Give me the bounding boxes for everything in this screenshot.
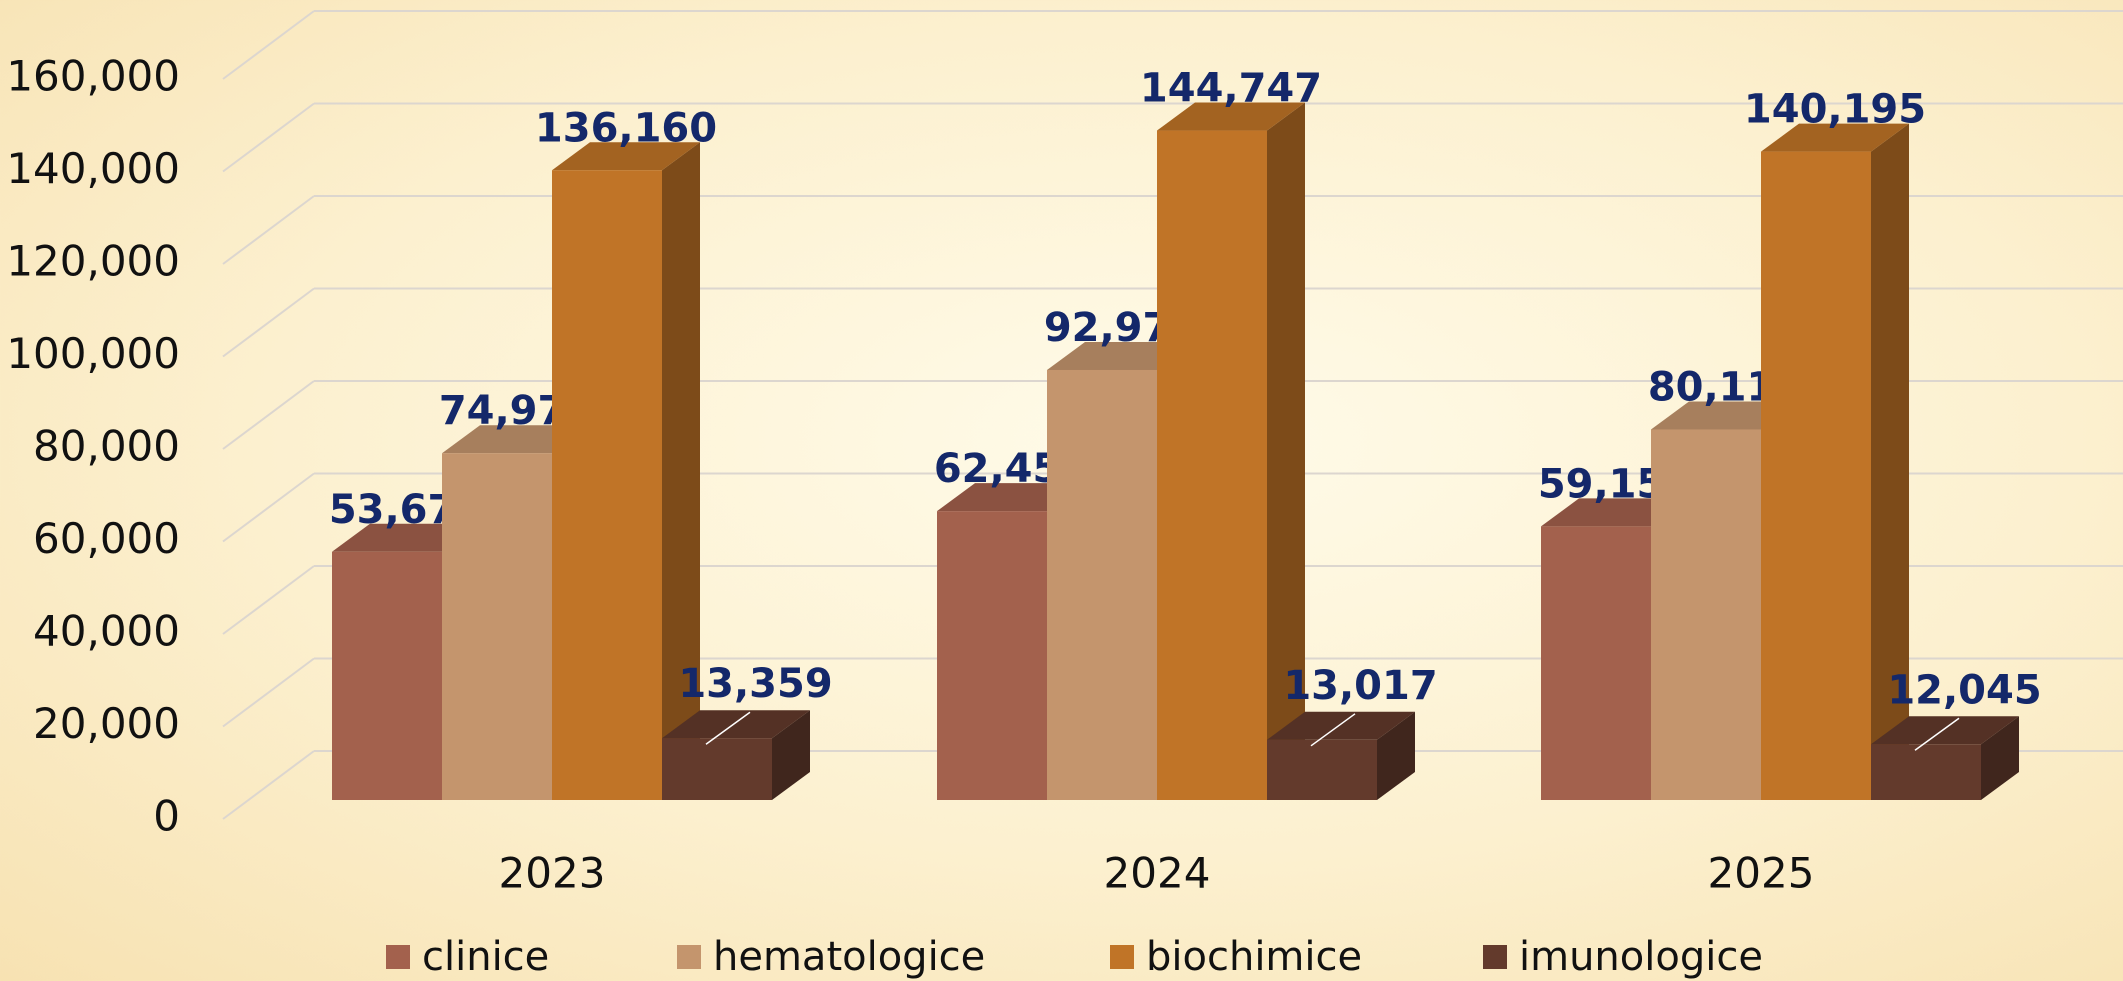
bar-front	[1047, 369, 1157, 800]
grid-line	[222, 195, 315, 265]
grid-line	[222, 102, 315, 173]
bar-top	[1871, 716, 2019, 745]
bar	[1761, 123, 1909, 800]
bar-side	[772, 710, 810, 800]
data-label: 13,017	[1283, 663, 1437, 709]
legend-swatch	[677, 945, 701, 969]
bar-top	[662, 710, 810, 739]
legend-swatch	[386, 945, 410, 969]
bar-front	[442, 453, 552, 800]
x-tick-label: 2024	[1104, 849, 1211, 898]
leader-line	[1310, 713, 1356, 747]
legend-swatch	[1483, 945, 1507, 969]
bar-top	[552, 142, 700, 171]
data-label: 136,160	[535, 105, 717, 151]
bar-front	[332, 551, 442, 800]
grid-line	[222, 472, 315, 543]
y-tick-label: 160,000	[6, 52, 180, 101]
bar-front	[662, 738, 772, 800]
y-tick-label: 40,000	[33, 607, 180, 656]
bar	[1157, 102, 1305, 801]
data-label: 13,359	[678, 661, 832, 707]
bar-top	[1267, 711, 1415, 740]
legend-label: biochimice	[1146, 934, 1362, 980]
bar-side	[1871, 123, 1909, 800]
x-tick-label: 2023	[499, 849, 606, 898]
grid-line	[222, 10, 315, 80]
leader-line	[1914, 717, 1960, 751]
data-label: 144,747	[1140, 66, 1322, 112]
bar-side	[1267, 102, 1305, 801]
leader-line	[705, 711, 751, 745]
bar-front	[1871, 744, 1981, 800]
legend-label: clinice	[422, 934, 549, 980]
bar	[1267, 711, 1415, 800]
bar	[1871, 716, 2019, 800]
y-tick-label: 20,000	[33, 699, 180, 748]
bar-top	[1157, 102, 1305, 131]
grid-line	[222, 380, 315, 450]
bar-front	[1651, 429, 1761, 800]
legend-swatch	[1110, 945, 1134, 969]
y-tick-label: 60,000	[33, 514, 180, 563]
bar-side	[1981, 716, 2019, 800]
y-tick-label: 80,000	[33, 422, 180, 471]
legend-label: imunologice	[1519, 934, 1763, 980]
y-tick-label: 140,000	[6, 144, 180, 193]
legend-label: hematologice	[713, 934, 985, 980]
bar-front	[937, 511, 1047, 800]
bar-top	[1761, 123, 1909, 152]
x-tick-label: 2025	[1708, 849, 1815, 898]
bar-front	[1761, 151, 1871, 800]
bar	[552, 142, 700, 800]
bar-front	[1267, 739, 1377, 800]
y-tick-label: 100,000	[6, 329, 180, 378]
bar	[662, 710, 810, 800]
grid-line	[222, 657, 315, 728]
y-tick-label: 120,000	[6, 237, 180, 286]
grid-line	[222, 565, 315, 635]
grid-line	[222, 287, 315, 358]
bar-front	[1541, 526, 1651, 800]
data-label: 12,045	[1887, 667, 2041, 713]
bar-front	[1157, 130, 1267, 801]
bar-front	[552, 170, 662, 800]
bar-side	[662, 142, 700, 800]
bar-side	[1377, 711, 1415, 800]
y-tick-label: 0	[153, 792, 180, 841]
data-label: 140,195	[1744, 87, 1926, 133]
grid-line	[222, 750, 315, 820]
